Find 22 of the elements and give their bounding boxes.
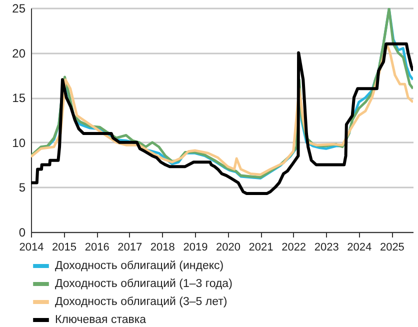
y-tick-label: 5 bbox=[18, 180, 26, 195]
y-tick-label: 20 bbox=[12, 46, 26, 60]
x-tick-label: 2022 bbox=[282, 242, 306, 254]
y-tick-label: 25 bbox=[12, 2, 26, 16]
x-tick-label: 2015 bbox=[52, 242, 77, 254]
x-tick-label: 2023 bbox=[314, 242, 339, 254]
legend-label: Доходность облигаций (1–3 года) bbox=[55, 278, 233, 290]
x-tick-label: 2024 bbox=[347, 242, 372, 254]
y-tick-label: 0 bbox=[18, 226, 26, 240]
legend-label: Доходность облигаций (3–5 лет) bbox=[55, 296, 228, 308]
x-tick-label: 2014 bbox=[19, 242, 44, 254]
legend-label: Ключевая ставка bbox=[55, 314, 147, 326]
y-tick-label: 10 bbox=[12, 136, 26, 150]
x-tick-label: 2017 bbox=[118, 242, 142, 254]
x-tick-label: 2021 bbox=[248, 242, 274, 254]
x-tick-label: 2018 bbox=[150, 242, 175, 254]
x-tick-label: 2019 bbox=[183, 242, 208, 254]
x-tick-label: 2020 bbox=[216, 242, 240, 254]
legend-label: Доходность облигаций (индекс) bbox=[55, 260, 224, 272]
y-tick-label: 15 bbox=[12, 91, 26, 106]
x-tick-label: 2025 bbox=[380, 242, 404, 254]
x-tick-label: 2016 bbox=[84, 242, 110, 254]
